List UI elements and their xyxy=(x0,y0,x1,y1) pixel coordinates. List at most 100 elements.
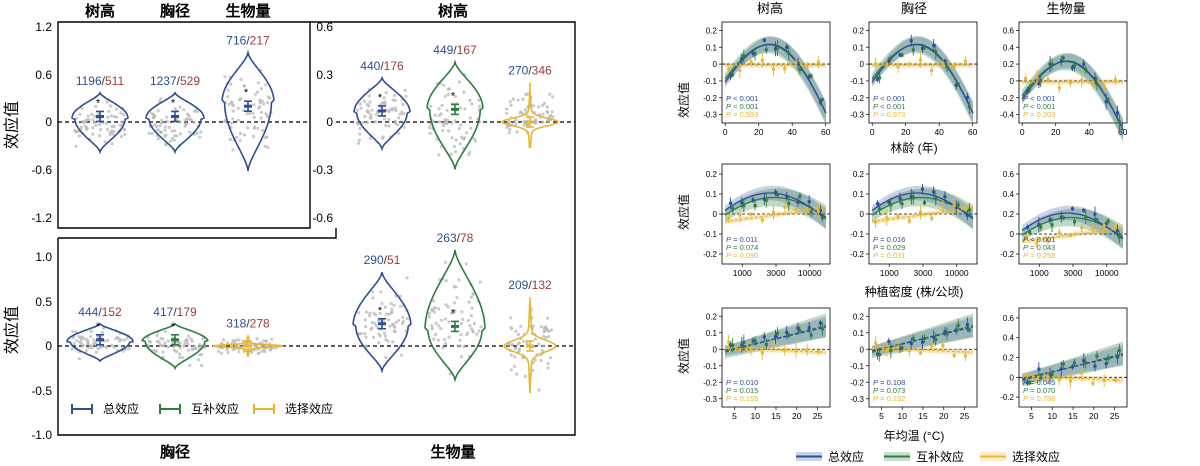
jitter-point xyxy=(84,127,89,131)
jitter-point xyxy=(231,117,235,121)
jitter-point xyxy=(242,84,246,88)
p-value-label: P = 0.074 xyxy=(726,243,758,252)
jitter-point xyxy=(459,333,463,337)
jitter-point xyxy=(183,124,187,128)
bin-point xyxy=(1069,379,1072,383)
jitter-point xyxy=(261,128,265,132)
bin-point xyxy=(753,204,757,208)
jitter-point xyxy=(220,341,224,345)
bin-point xyxy=(952,65,956,69)
jitter-point xyxy=(237,350,241,354)
jitter-point xyxy=(430,324,434,328)
jitter-point xyxy=(186,334,191,338)
bin-point xyxy=(907,62,911,66)
jitter-point xyxy=(365,120,369,124)
jitter-point xyxy=(110,142,114,146)
jitter-point xyxy=(452,144,457,149)
jitter-point xyxy=(122,113,126,117)
p-symbol: P xyxy=(1023,394,1028,403)
jitter-point xyxy=(505,107,509,111)
jitter-point xyxy=(77,357,81,361)
jitter-point xyxy=(225,347,229,352)
jitter-point xyxy=(455,296,459,300)
jitter-point xyxy=(199,130,203,134)
jitter-point xyxy=(222,338,226,342)
jitter-point xyxy=(404,94,408,98)
jitter-point xyxy=(401,315,405,320)
jitter-point xyxy=(89,344,93,348)
p-value-text: < 0.001 xyxy=(1028,235,1055,244)
y-tick-label: -0.1 xyxy=(703,230,717,239)
significance-star: * xyxy=(96,97,101,109)
p-value-text: = 0.015 xyxy=(731,386,758,395)
bin-point xyxy=(885,216,889,220)
jitter-point xyxy=(108,104,113,108)
bin-point xyxy=(783,67,787,71)
bin-point xyxy=(798,194,802,198)
x-tick-label: 60 xyxy=(821,127,831,137)
violin-outline xyxy=(145,91,205,155)
jitter-point xyxy=(92,120,96,124)
bin-point xyxy=(876,352,880,356)
count-studies: 78 xyxy=(460,231,474,245)
count-sep: / xyxy=(380,59,384,73)
bin-point xyxy=(954,205,958,209)
jitter-point xyxy=(546,366,550,370)
p-symbol: P xyxy=(873,378,878,387)
y-tick-label: 0.2 xyxy=(853,312,865,321)
jitter-point xyxy=(463,107,467,111)
bin-point xyxy=(787,202,791,206)
bin-point xyxy=(965,323,969,327)
count-studies: 346 xyxy=(532,64,552,78)
jitter-point xyxy=(520,111,525,116)
violin-layer: * * * * * * * * * xyxy=(66,49,559,394)
y-tick-label: -0.2 xyxy=(850,378,864,387)
bin-point xyxy=(1048,62,1052,66)
footer-bl-dbh: 胸径 xyxy=(160,443,190,461)
jitter-point xyxy=(401,112,406,116)
bin-point xyxy=(1104,222,1108,226)
bin-point xyxy=(874,62,878,66)
jitter-point xyxy=(378,334,382,338)
jitter-point xyxy=(467,300,471,304)
jitter-point xyxy=(537,105,541,109)
jitter-point xyxy=(405,276,409,280)
jitter-point xyxy=(440,318,444,322)
fit-line-sel xyxy=(1021,375,1124,381)
jitter-point xyxy=(405,317,409,321)
bin-point xyxy=(923,201,926,205)
jitter-point xyxy=(549,356,553,360)
bin-point xyxy=(785,331,789,335)
bin-point xyxy=(1059,59,1063,63)
y-tick-label: -0.2 xyxy=(703,250,717,259)
y-tick-label: 0.2 xyxy=(853,170,865,179)
jitter-point xyxy=(370,326,374,330)
bin-point xyxy=(967,328,971,332)
jitter-point xyxy=(513,119,517,123)
ci-band-comp xyxy=(872,188,973,230)
y-tick-label: -0.3 xyxy=(703,111,717,120)
jitter-point xyxy=(168,139,172,143)
bin-point xyxy=(1039,78,1043,82)
bin-point xyxy=(1104,100,1108,104)
y-tick-label: 0.2 xyxy=(1003,354,1015,363)
jitter-point xyxy=(545,109,549,113)
jitter-point xyxy=(534,117,538,122)
ci-band-comp xyxy=(725,36,826,126)
jitter-point xyxy=(173,107,177,111)
count-label: 290/51 xyxy=(364,253,401,267)
jitter-point xyxy=(225,341,229,345)
y-tick-label: -0.2 xyxy=(1000,94,1014,103)
b-ylabel-row2: 效应值 xyxy=(676,194,691,230)
bin-point xyxy=(1037,223,1041,227)
jitter-point xyxy=(398,112,402,116)
bin-point xyxy=(921,46,924,50)
y-tick-label: 0.2 xyxy=(853,26,865,35)
jitter-point xyxy=(508,127,512,132)
bin-point xyxy=(907,349,911,353)
jitter-point xyxy=(537,342,541,346)
x-tick-label: 10 xyxy=(897,411,907,421)
jitter-point xyxy=(110,124,114,129)
